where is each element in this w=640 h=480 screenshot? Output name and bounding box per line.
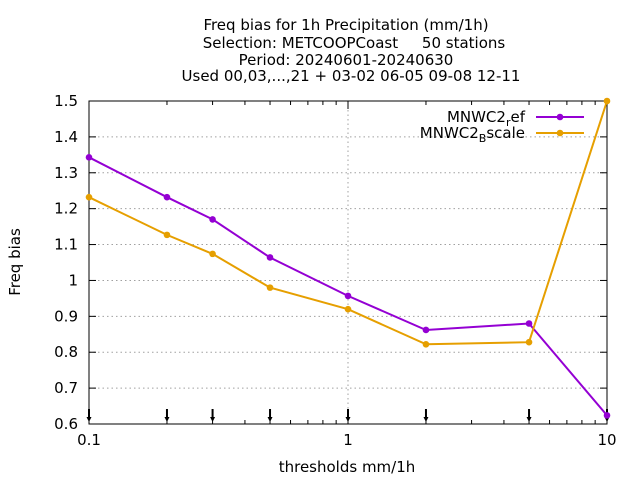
data-point-1 xyxy=(209,250,216,258)
x-tick-label: 1 xyxy=(343,431,353,449)
data-point-0 xyxy=(525,320,533,327)
legend-marker-1 xyxy=(556,129,564,137)
legend-label-0: MNWC2ref xyxy=(447,108,526,129)
data-point-1 xyxy=(422,341,430,348)
y-tick-label: 0.7 xyxy=(54,379,78,397)
data-point-0 xyxy=(266,254,274,261)
legend-marker-0 xyxy=(556,113,564,121)
series-line-0 xyxy=(88,156,608,417)
chart-title-line-3: Period: 20240601-20240630 xyxy=(239,51,454,69)
legend-label-1: MNWC2Bscale xyxy=(420,124,525,145)
y-tick-label: 1.4 xyxy=(54,128,78,146)
data-point-1 xyxy=(85,193,93,201)
grid xyxy=(89,101,607,424)
data-point-0 xyxy=(422,326,430,334)
y-tick-label: 0.6 xyxy=(54,415,78,433)
series-line-1 xyxy=(88,100,608,346)
data-point-1 xyxy=(525,338,533,346)
series-layer xyxy=(85,97,611,419)
y-axis-label: Freq bias xyxy=(6,228,24,296)
y-tick-label: 1.2 xyxy=(54,200,78,218)
threshold-marker-head xyxy=(86,417,92,422)
data-point-0 xyxy=(163,193,171,201)
chart-title-line-1: Freq bias for 1h Precipitation (mm/1h) xyxy=(203,16,488,34)
threshold-marker-head xyxy=(267,417,273,422)
data-point-0 xyxy=(85,154,93,161)
x-axis-label: thresholds mm/1h xyxy=(279,458,416,476)
x-tick-label: 0.1 xyxy=(77,431,101,449)
x-tick-label: 10 xyxy=(597,431,616,449)
chart-title-line-4: Used 00,03,...,21 + 03-02 06-05 09-08 12… xyxy=(182,67,521,85)
data-point-0 xyxy=(209,216,216,223)
data-point-1 xyxy=(603,97,611,105)
y-tick-label: 0.8 xyxy=(54,343,78,361)
threshold-marker-head xyxy=(210,417,216,422)
threshold-marker-head xyxy=(423,417,429,422)
y-tick-label: 1.3 xyxy=(54,164,78,182)
plot-border xyxy=(88,100,608,425)
data-point-0 xyxy=(344,292,352,300)
axes: 0.6 0.7 0.8 0.9 1 1.1 1.2 1.3 1.4 1.5 0.1 1 10 xyxy=(54,92,616,449)
threshold-marker-head xyxy=(164,417,170,422)
y-tick-label: 1.5 xyxy=(54,92,78,110)
data-point-1 xyxy=(163,231,171,239)
threshold-marker-head xyxy=(345,417,351,422)
data-point-1 xyxy=(266,284,274,291)
y-tick-label: 1 xyxy=(68,271,78,289)
threshold-marker-head xyxy=(526,417,532,422)
data-point-1 xyxy=(344,305,352,313)
chart-title-line-2: Selection: METCOOPCoast 50 stations xyxy=(203,34,506,52)
data-point-0 xyxy=(603,412,611,419)
y-tick-label: 1.1 xyxy=(54,236,78,254)
y-tick-label: 0.9 xyxy=(54,307,78,325)
